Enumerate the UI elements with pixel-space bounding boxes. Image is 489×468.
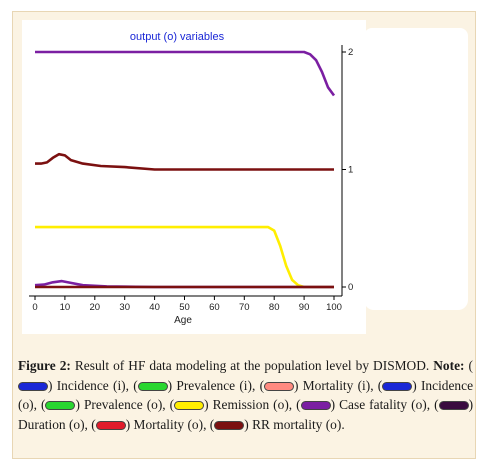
legend-swatch (438, 401, 469, 411)
legend-label: Case fatality (o), (339, 397, 431, 413)
legend-swatch (382, 381, 413, 391)
legend-entry: () Mortality (i), (255, 377, 374, 393)
y-tick-label: 1 (348, 165, 353, 176)
x-tick-label: 10 (60, 302, 71, 313)
legend-entry: () Case fatality (o), (292, 397, 431, 413)
y-tick-label: 0 (348, 282, 353, 293)
series-layer (34, 50, 336, 289)
x-tick-label: 100 (326, 302, 342, 313)
legend-label: Incidence (i), (56, 377, 129, 393)
legend-entry: () RR mortality (o). (206, 416, 345, 432)
y-tick-layer: 0 1 2 (342, 47, 353, 293)
x-tick-label: 50 (179, 302, 190, 313)
figure-caption: Figure 2: Result of HF data modeling at … (18, 356, 473, 434)
legend-label: Prevalence (i), (176, 377, 256, 393)
x-tick-label: 70 (239, 302, 250, 313)
caption-legend: () Incidence (i), () Prevalence (i), () … (18, 358, 473, 432)
legend-swatch (300, 401, 331, 411)
note-label: Note: (433, 358, 465, 373)
series-line-3 (35, 225, 334, 289)
chart-svg: output (o) variables 0 10 20 30 40 50 60 70 80 90… (29, 31, 353, 326)
legend-entry: () Duration (o), (18, 397, 474, 432)
series-line-2 (35, 152, 334, 171)
x-tick-layer: 0 10 20 30 40 50 60 70 80 90 100 (32, 296, 342, 313)
legend-entry: () Mortality (o), (87, 416, 207, 432)
legend-label: Remission (o), (212, 397, 293, 413)
legend-swatch (95, 420, 126, 430)
chart-panel (22, 20, 366, 334)
legend-entry: () Prevalence (i), (128, 377, 256, 393)
legend-label: Mortality (o), (133, 416, 207, 432)
legend-entry: () Remission (o), (165, 397, 293, 413)
right-panel (364, 28, 468, 310)
x-tick-label: 40 (149, 302, 160, 313)
x-tick-label: 80 (269, 302, 280, 313)
figure-label: Figure 2: (18, 358, 71, 373)
legend-label: Duration (o), (18, 416, 88, 432)
legend-entry: () Incidence (o), (18, 377, 474, 413)
y-tick-label: 2 (348, 47, 353, 58)
x-tick-label: 60 (209, 302, 220, 313)
chart-title: output (o) variables (130, 31, 225, 43)
legend-label: Prevalence (o), (83, 397, 166, 413)
legend-label: RR mortality (o). (252, 416, 345, 432)
caption-text: Result of HF data modeling at the popula… (74, 358, 430, 373)
legend-swatch (18, 381, 48, 391)
x-axis-label: Age (174, 315, 192, 326)
legend-swatch (214, 420, 245, 430)
legend-entry: () Prevalence (o), (36, 397, 166, 413)
x-tick-label: 0 (32, 302, 37, 313)
legend-entry: () Incidence (i), (18, 358, 473, 393)
legend-label: Incidence (o), (18, 377, 474, 413)
legend-swatch (45, 401, 76, 411)
x-tick-label: 20 (90, 302, 101, 313)
x-tick-label: 90 (299, 302, 310, 313)
legend-swatch (174, 401, 205, 411)
x-tick-label: 30 (119, 302, 130, 313)
series-line-1 (35, 50, 336, 97)
legend-swatch (264, 381, 295, 391)
legend-label: Mortality (i), (302, 377, 374, 393)
legend-swatch (137, 381, 168, 391)
